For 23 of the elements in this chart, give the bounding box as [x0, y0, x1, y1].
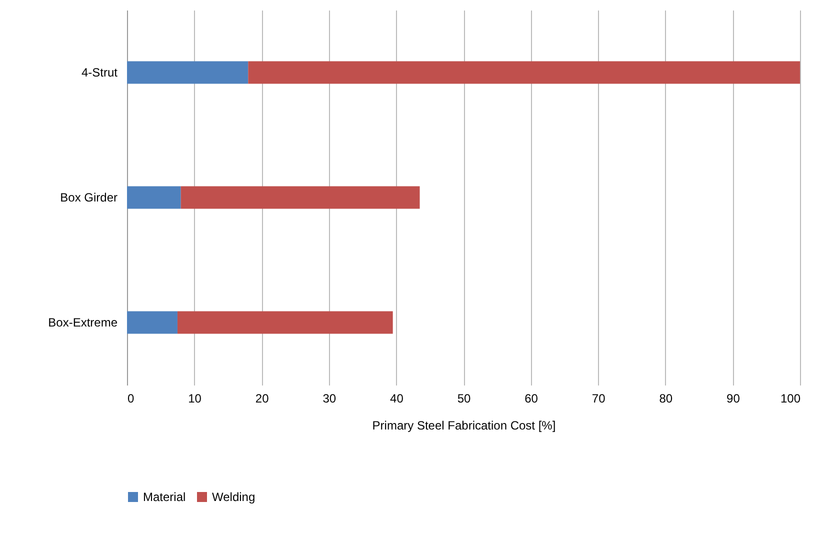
y-tick-label: Box-Extreme: [48, 316, 118, 330]
x-tick-label: 30: [322, 392, 336, 406]
y-tick-label: Box Girder: [60, 190, 118, 204]
x-axis-title: Primary Steel Fabrication Cost [%]: [372, 418, 556, 432]
bar: [127, 311, 178, 334]
bar: [180, 186, 420, 209]
bar: [248, 61, 800, 84]
x-tick-label: 60: [524, 392, 538, 406]
x-tick-label: 70: [592, 392, 606, 406]
x-tick-label: 80: [659, 392, 673, 406]
x-tick-label: 100: [780, 392, 801, 406]
x-tick-label: 20: [255, 392, 270, 406]
x-tick-label: 40: [390, 392, 404, 406]
x-tick-label: 0: [128, 392, 134, 406]
x-tick-label: 50: [457, 392, 471, 406]
legend-label: Material: [143, 490, 186, 504]
y-tick-label: 4-Strut: [81, 66, 118, 80]
legend-label: Welding: [212, 490, 256, 504]
bar: [177, 311, 393, 334]
x-tick-label: 90: [726, 392, 740, 406]
bar: [127, 61, 248, 84]
x-tick-label: 10: [188, 392, 202, 406]
bar: [127, 186, 181, 209]
